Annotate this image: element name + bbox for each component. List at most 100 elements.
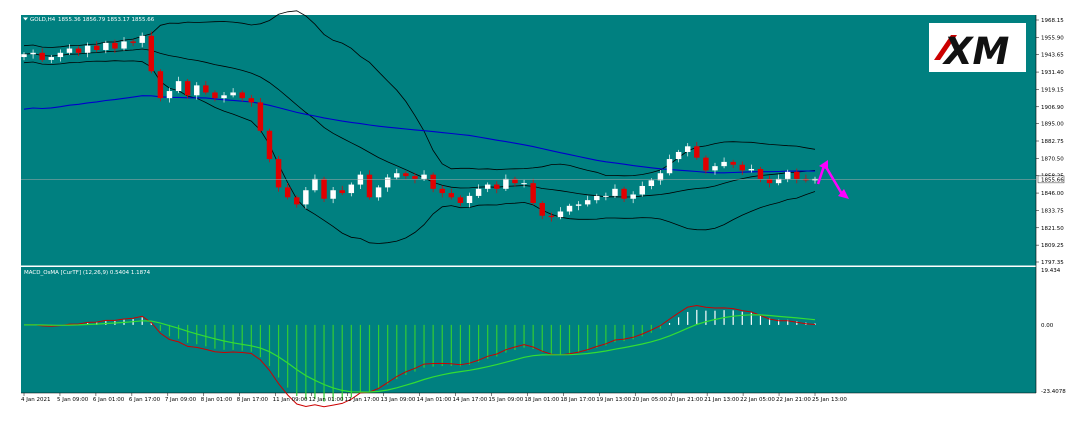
price-tick-label: 1797.35 [1041,260,1064,266]
candle-body [548,215,555,218]
price-tick-label: 1919.15 [1041,87,1064,93]
signal-line [23,314,816,393]
dropdown-triangle-icon[interactable] [23,17,28,21]
candle-body [648,180,655,186]
candle-body [430,174,436,189]
candle-body [148,35,155,72]
time-tick-label: 6 Jan 01:00 [93,397,125,403]
bollinger-middle-line [23,48,816,198]
candle-body [248,98,255,103]
candle-body [157,71,164,99]
candle-body [757,168,764,179]
candle-body [294,197,300,205]
bollinger-lower-line [23,60,816,244]
candle-body [366,174,373,198]
xm-logo: XM [929,23,1026,73]
candle-body [175,81,182,92]
time-tick-label: 13 Jan 09:00 [381,397,416,403]
price-tick-label: 1882.75 [1041,139,1064,145]
candle-body [684,146,691,152]
candle-body [312,178,318,191]
candle-body [612,188,618,196]
candle-body [66,48,73,53]
macd-tick-label: 19.434 [1041,268,1061,274]
candle-body [394,173,400,178]
time-tick-label: 12 Jan 17:00 [345,397,380,403]
price-tick-label: 1846.00 [1041,191,1064,197]
candle-body [575,204,582,206]
candle-body [739,164,745,171]
candle-body [666,159,673,174]
candle-body [239,92,245,99]
time-tick-label: 20 Jan 21:00 [668,397,703,403]
candle-body [784,171,791,179]
down-arrow-shaft [824,166,844,195]
candle-body [384,177,391,188]
time-tick-label: 8 Jan 01:00 [201,397,233,403]
candle-body [321,178,327,199]
chart-ohlc-label: 1855.36 1856.79 1853.17 1855.66 [58,17,155,23]
time-tick-label: 6 Jan 17:00 [129,397,161,403]
down-arrow-head-icon [838,189,849,199]
candle-body [94,45,100,50]
candle-body [84,45,91,53]
chart-symbol-label: GOLD,H4 [30,17,56,23]
candle-body [375,187,382,198]
time-tick-label: 7 Jan 09:00 [165,397,197,403]
bollinger-upper-line [23,10,816,177]
time-tick-label: 5 Jan 09:00 [57,397,89,403]
macd-panel[interactable] [21,267,1036,393]
candle-body [221,95,227,99]
logo-red-slash [934,35,957,60]
candle-body [330,190,336,199]
candle-body [257,102,264,131]
time-tick-label: 11 Jan 09:00 [273,397,308,403]
time-tick-label: 8 Jan 17:00 [237,397,269,403]
candle-body [139,35,145,43]
candle-body [584,200,591,205]
logo-text: XM [942,30,1010,73]
candle-body [794,171,800,179]
candle-body [130,41,136,43]
candle-body [39,52,45,60]
candle-body [166,91,173,99]
price-panel[interactable] [21,15,1036,266]
time-tick-label: 22 Jan 05:00 [740,397,775,403]
price-tick-label: 1955.90 [1041,35,1064,41]
candle-body [57,52,64,58]
candle-body [512,178,518,184]
current-price-label: 1855.66 [1041,177,1064,183]
time-tick-label: 15 Jan 09:00 [488,397,523,403]
candle-body [766,178,773,184]
macd-line [23,304,816,408]
candle-body [703,157,709,171]
candle-body [194,85,200,96]
candle-body [439,188,445,194]
time-tick-label: 14 Jan 17:00 [452,397,487,403]
candle-body [412,176,418,179]
candle-body [30,52,36,55]
price-tick-label: 1968.15 [1041,18,1064,24]
candle-body [303,190,309,205]
candle-body [503,178,509,189]
candle-body [275,159,282,188]
candle-body [730,161,736,165]
price-tick-label: 1833.75 [1041,208,1064,214]
candle-body [657,173,664,181]
candle-body [775,178,782,184]
candle-body [112,42,118,49]
candle-body [748,168,755,171]
price-tick-label: 1870.50 [1041,156,1064,162]
price-tick-label: 1809.25 [1041,243,1064,249]
time-tick-label: 4 Jan 2021 [21,397,50,403]
candle-body [621,188,627,199]
candle-body [484,184,491,189]
candle-body [603,195,609,197]
candle-body [48,57,55,60]
candle-body [539,202,545,216]
candle-body [284,187,291,198]
candle-body [448,193,455,198]
candle-body [103,42,109,50]
candle-body [212,92,218,99]
